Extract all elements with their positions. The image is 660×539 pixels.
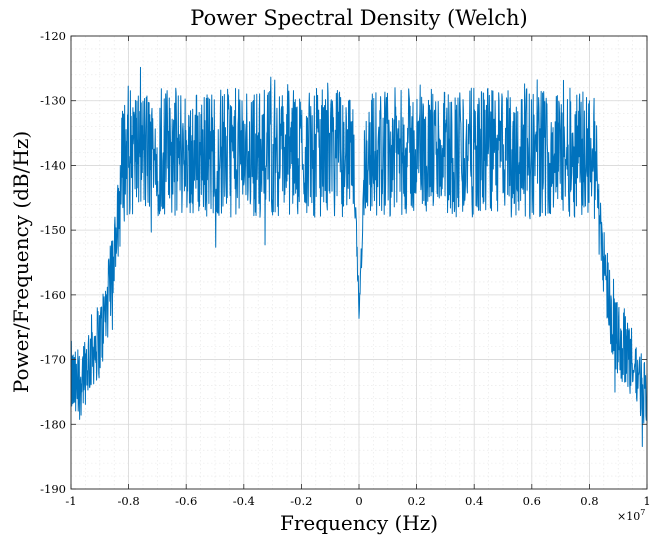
- x-axis-label: Frequency (Hz): [280, 511, 438, 535]
- y-tick-label: -150: [40, 223, 66, 237]
- chart-title: Power Spectral Density (Welch): [190, 6, 527, 30]
- x-exponent-base: ×10: [617, 510, 640, 523]
- x-tick-label: -0.6: [175, 494, 197, 508]
- x-tick-label: -0.2: [290, 494, 312, 508]
- x-exponent-label: ×107: [617, 508, 645, 523]
- x-exponent-power: 7: [640, 508, 645, 517]
- y-axis-label: Power/Frequency (dB/Hz): [9, 131, 33, 393]
- series-group: [70, 66, 648, 448]
- x-tick-label: 0.2: [407, 494, 425, 508]
- x-tick-label: 0: [355, 494, 362, 508]
- y-tick-label: -120: [40, 29, 66, 43]
- x-tick-label: 0.6: [523, 494, 541, 508]
- psd-series-line: [70, 66, 648, 448]
- y-tick-label: -170: [40, 353, 66, 367]
- x-axis-ticks: -1 -0.8 -0.6 -0.4 -0.2 0 0.2 0.4 0.6 0.8 1: [65, 36, 651, 508]
- x-tick-label: -0.8: [118, 494, 140, 508]
- y-tick-label: -180: [40, 417, 66, 431]
- y-tick-label: -130: [40, 94, 66, 108]
- y-tick-label: -140: [40, 158, 66, 172]
- y-tick-label: -190: [40, 482, 66, 496]
- x-tick-label: 1: [643, 494, 650, 508]
- x-tick-label: -0.4: [233, 494, 255, 508]
- y-tick-label: -160: [40, 288, 66, 302]
- y-axis-ticks: -190 -180 -170 -160 -150 -140 -130 -120: [40, 29, 647, 496]
- x-tick-label: 0.4: [465, 494, 483, 508]
- x-tick-label: 0.8: [580, 494, 598, 508]
- x-tick-label: -1: [65, 494, 76, 508]
